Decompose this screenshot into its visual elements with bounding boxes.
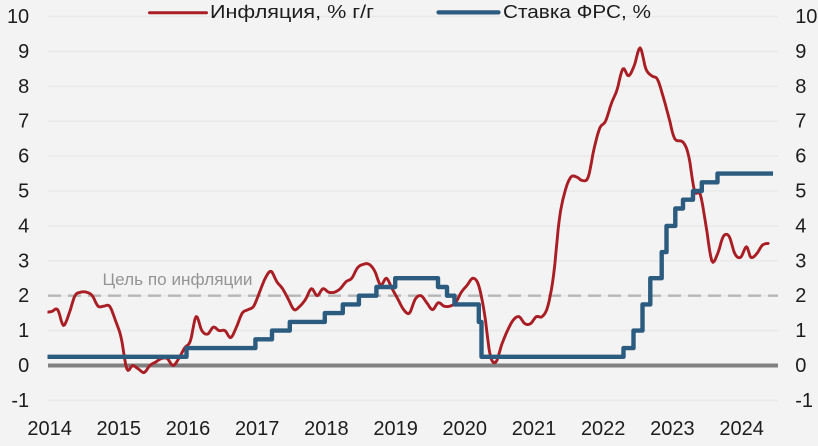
- svg-text:5: 5: [795, 181, 806, 203]
- svg-text:2014: 2014: [27, 418, 72, 440]
- svg-text:2016: 2016: [166, 418, 211, 440]
- svg-text:1: 1: [795, 320, 806, 342]
- svg-text:4: 4: [795, 215, 806, 237]
- svg-text:7: 7: [795, 111, 806, 133]
- svg-text:2024: 2024: [719, 418, 764, 440]
- svg-text:8: 8: [795, 76, 806, 98]
- svg-text:2019: 2019: [373, 418, 418, 440]
- svg-text:5: 5: [18, 181, 29, 203]
- svg-text:-1: -1: [11, 390, 29, 412]
- svg-text:7: 7: [18, 111, 29, 133]
- svg-text:Ставка ФРС, %: Ставка ФРС, %: [503, 2, 651, 22]
- svg-text:0: 0: [795, 355, 806, 377]
- svg-text:2021: 2021: [512, 418, 557, 440]
- svg-text:6: 6: [18, 146, 29, 168]
- svg-text:8: 8: [18, 76, 29, 98]
- svg-text:10: 10: [7, 6, 29, 28]
- svg-text:0: 0: [18, 355, 29, 377]
- svg-text:3: 3: [795, 250, 806, 272]
- svg-text:2017: 2017: [235, 418, 280, 440]
- svg-text:-1: -1: [795, 390, 813, 412]
- svg-text:2022: 2022: [581, 418, 626, 440]
- svg-text:2015: 2015: [97, 418, 142, 440]
- svg-text:2023: 2023: [650, 418, 695, 440]
- svg-text:2: 2: [18, 285, 29, 307]
- svg-text:9: 9: [795, 41, 806, 63]
- svg-text:Цель по инфляции: Цель по инфляции: [103, 271, 253, 289]
- svg-text:Инфляция, % г/г: Инфляция, % г/г: [210, 2, 375, 22]
- svg-text:4: 4: [18, 215, 29, 237]
- svg-text:10: 10: [795, 6, 817, 28]
- svg-text:1: 1: [18, 320, 29, 342]
- svg-text:3: 3: [18, 250, 29, 272]
- svg-text:2018: 2018: [304, 418, 349, 440]
- svg-text:2020: 2020: [443, 418, 488, 440]
- svg-text:6: 6: [795, 146, 806, 168]
- svg-text:2: 2: [795, 285, 806, 307]
- svg-text:9: 9: [18, 41, 29, 63]
